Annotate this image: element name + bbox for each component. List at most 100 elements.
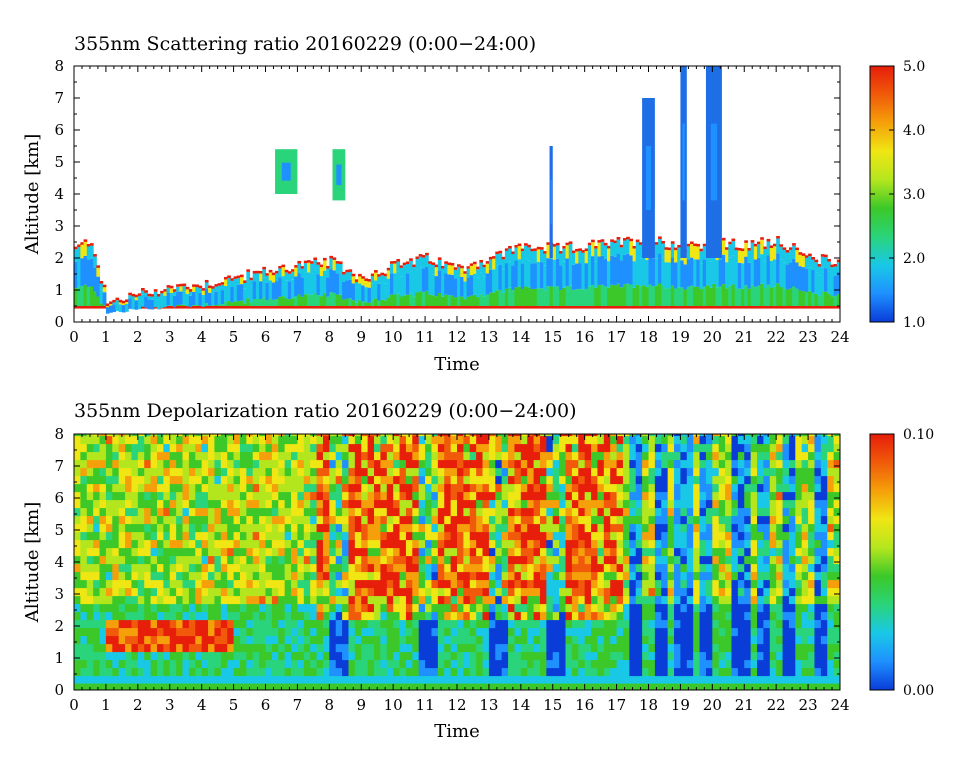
y-tick-label: 7 [54, 89, 64, 107]
heatmap-cell [150, 635, 158, 645]
heatmap-cell [342, 459, 349, 469]
heatmap-cell [361, 443, 369, 453]
heatmap-cell [600, 241, 605, 256]
heatmap-cell [326, 265, 330, 269]
heatmap-cell [303, 434, 311, 437]
heatmap-cell [533, 451, 541, 461]
heatmap-cell [310, 547, 318, 557]
heatmap-cell [482, 507, 490, 517]
heatmap-cell [233, 483, 241, 493]
heatmap-cell [654, 643, 662, 653]
heatmap-cell [718, 547, 726, 557]
heatmap-cell [137, 523, 145, 533]
heatmap-cell [648, 627, 656, 637]
heatmap-cell [265, 306, 270, 309]
chart-title: 355nm Scattering ratio 20160229 (0:00−24… [74, 33, 536, 55]
heatmap-cell [118, 667, 126, 677]
heatmap-cell [259, 435, 266, 445]
heatmap-cell [827, 258, 831, 262]
heatmap-cell [188, 587, 196, 597]
heatmap-cell [367, 619, 375, 629]
heatmap-cell [131, 619, 139, 629]
heatmap-cell [520, 491, 528, 501]
heatmap-cell [642, 563, 649, 573]
heatmap-cell [176, 667, 184, 677]
heatmap-cell [105, 659, 113, 669]
heatmap-cell [297, 595, 305, 605]
heatmap-cell [744, 595, 752, 605]
heatmap-cell [437, 491, 445, 501]
heatmap-cell [718, 443, 726, 453]
heatmap-cell [763, 667, 771, 677]
heatmap-cell [804, 255, 809, 258]
y-tick-label: 1 [54, 281, 64, 299]
heatmap-cell [322, 467, 330, 477]
heatmap-cell [329, 434, 337, 437]
heatmap-cell [163, 531, 171, 541]
heatmap-cell [492, 292, 496, 306]
heatmap-cell [118, 603, 126, 613]
heatmap-cell [591, 603, 598, 613]
heatmap-cell [463, 675, 471, 685]
heatmap-cell [779, 259, 784, 288]
heatmap-cell [763, 563, 771, 573]
heatmap-cell [712, 507, 720, 517]
heatmap-cell [224, 301, 228, 306]
heatmap-cell [93, 507, 101, 517]
heatmap-cell [425, 475, 432, 485]
heatmap-cell [297, 603, 305, 613]
heatmap-cell [386, 459, 394, 469]
x-tick-label: 15 [543, 328, 562, 346]
heatmap-cell [750, 595, 758, 605]
heatmap-cell [335, 515, 343, 525]
heatmap-cell [613, 306, 618, 309]
heatmap-cell [329, 547, 337, 557]
heatmap-cell [316, 627, 324, 637]
heatmap-cell [654, 523, 662, 533]
heatmap-cell [581, 250, 586, 253]
heatmap-cell [99, 531, 107, 541]
heatmap-cell [163, 451, 171, 461]
heatmap-cell [150, 483, 158, 493]
heatmap-cell [182, 579, 190, 589]
heatmap-cell [112, 435, 120, 445]
heatmap-cell [616, 547, 624, 557]
heatmap-cell [361, 627, 369, 637]
heatmap-cell [134, 294, 139, 298]
heatmap-cell [322, 523, 330, 533]
heatmap-cell [731, 459, 739, 469]
heatmap-cell [112, 459, 120, 469]
heatmap-cell [769, 451, 777, 461]
heatmap-cell [597, 459, 605, 469]
heatmap-cell [699, 306, 704, 309]
heatmap-cell [501, 523, 509, 533]
heatmap-cell [195, 571, 203, 581]
heatmap-cell [150, 443, 158, 453]
heatmap-cell [233, 539, 241, 549]
heatmap-cell [808, 267, 812, 292]
heatmap-cell [750, 443, 758, 453]
heatmap-cell [93, 555, 101, 565]
heatmap-cell [674, 627, 681, 637]
heatmap-cell [74, 635, 81, 645]
heatmap-cell [405, 459, 413, 469]
heatmap-cell [201, 603, 209, 613]
heatmap-cell [125, 651, 132, 661]
heatmap-cell [182, 587, 190, 597]
heatmap-cell [150, 451, 158, 461]
heatmap-cell [265, 611, 273, 621]
heatmap-cell [342, 643, 349, 653]
heatmap-cell [322, 587, 330, 597]
heatmap-cell [760, 283, 764, 306]
heatmap-cell [86, 246, 91, 260]
heatmap-cell [383, 273, 388, 277]
heatmap-cell [642, 434, 649, 437]
heatmap-cell [93, 475, 101, 485]
heatmap-cell [792, 243, 796, 246]
heatmap-cell [597, 242, 602, 257]
heatmap-cell [105, 587, 113, 597]
heatmap-cell [763, 675, 771, 685]
heatmap-cell [645, 259, 649, 288]
heatmap-cell [488, 306, 493, 309]
heatmap-cell [437, 292, 442, 306]
